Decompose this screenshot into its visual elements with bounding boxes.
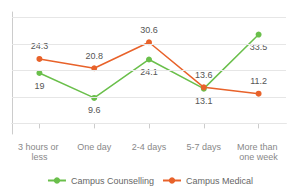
svg-text:20.8: 20.8 — [85, 51, 103, 61]
svg-text:One day: One day — [77, 142, 112, 152]
svg-text:2-4 days: 2-4 days — [132, 142, 167, 152]
svg-text:one week: one week — [239, 152, 278, 162]
svg-text:More than: More than — [237, 142, 280, 152]
svg-text:24.1: 24.1 — [140, 67, 158, 77]
svg-text:3 hours or: 3 hours or — [18, 142, 61, 152]
svg-text:9.6: 9.6 — [88, 105, 101, 115]
svg-text:19: 19 — [34, 81, 44, 91]
svg-text:5-7 days: 5-7 days — [187, 142, 222, 152]
svg-text:30.6: 30.6 — [140, 25, 158, 35]
svg-text:13.6: 13.6 — [195, 70, 213, 80]
svg-text:24.3: 24.3 — [31, 41, 49, 51]
svg-text:Campus Counselling: Campus Counselling — [71, 176, 154, 186]
svg-text:less: less — [31, 152, 48, 162]
svg-text:33.5: 33.5 — [250, 42, 268, 52]
svg-text:11.2: 11.2 — [250, 76, 267, 86]
svg-text:Campus Medical: Campus Medical — [186, 176, 253, 186]
svg-text:13.1: 13.1 — [195, 96, 213, 107]
